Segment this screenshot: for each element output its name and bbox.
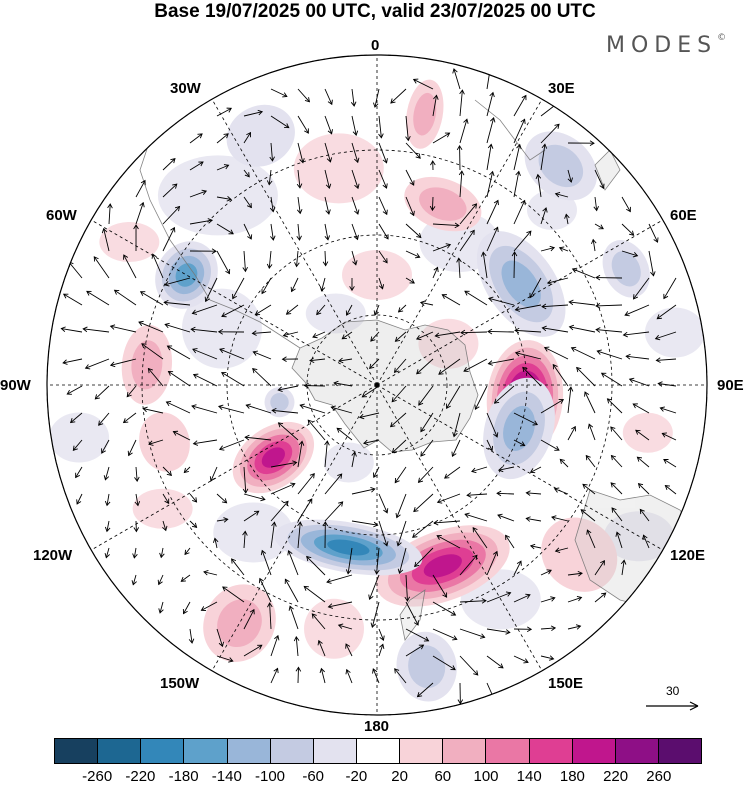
background-anomaly-blob xyxy=(49,413,109,463)
colorbar-segment xyxy=(573,738,616,764)
colorbar-segment xyxy=(54,738,98,764)
reference-vector-arrow xyxy=(640,680,704,720)
colorbar xyxy=(54,738,702,764)
lon-label-90w: 90W xyxy=(0,377,31,394)
background-anomaly-blob xyxy=(304,599,364,659)
lon-label-120w: 120W xyxy=(33,547,72,564)
colorbar-segment xyxy=(314,738,357,764)
lon-label-90e: 90E xyxy=(717,377,744,394)
colorbar-segment xyxy=(228,738,271,764)
colorbar-segment xyxy=(357,738,400,764)
background-anomaly-blob xyxy=(158,155,278,235)
colorbar-segment xyxy=(400,738,443,764)
lon-label-60w: 60W xyxy=(46,207,77,224)
lon-label-0: 0 xyxy=(371,37,379,54)
lon-label-120e: 120E xyxy=(670,547,705,564)
colorbar-tick-label: 260 xyxy=(634,768,684,785)
background-anomaly-blob xyxy=(324,443,374,483)
colorbar-segment xyxy=(98,738,141,764)
lon-label-60e: 60E xyxy=(670,207,697,224)
lon-label-30e: 30E xyxy=(548,80,575,97)
colorbar-segment xyxy=(184,738,227,764)
background-anomaly-blob xyxy=(294,133,384,203)
colorbar-segment xyxy=(530,738,573,764)
lon-label-150w: 150W xyxy=(160,675,199,692)
lon-label-150e: 150E xyxy=(548,675,583,692)
lon-label-180: 180 xyxy=(364,718,389,735)
colorbar-segment xyxy=(659,738,702,764)
background-anomaly-blob xyxy=(99,222,159,262)
colorbar-segment xyxy=(271,738,314,764)
colorbar-segment xyxy=(443,738,486,764)
colorbar-segment xyxy=(486,738,529,764)
colorbar-segment xyxy=(141,738,184,764)
lon-label-30w: 30W xyxy=(170,80,201,97)
south-pole-marker xyxy=(375,383,380,388)
colorbar-segment xyxy=(616,738,659,764)
